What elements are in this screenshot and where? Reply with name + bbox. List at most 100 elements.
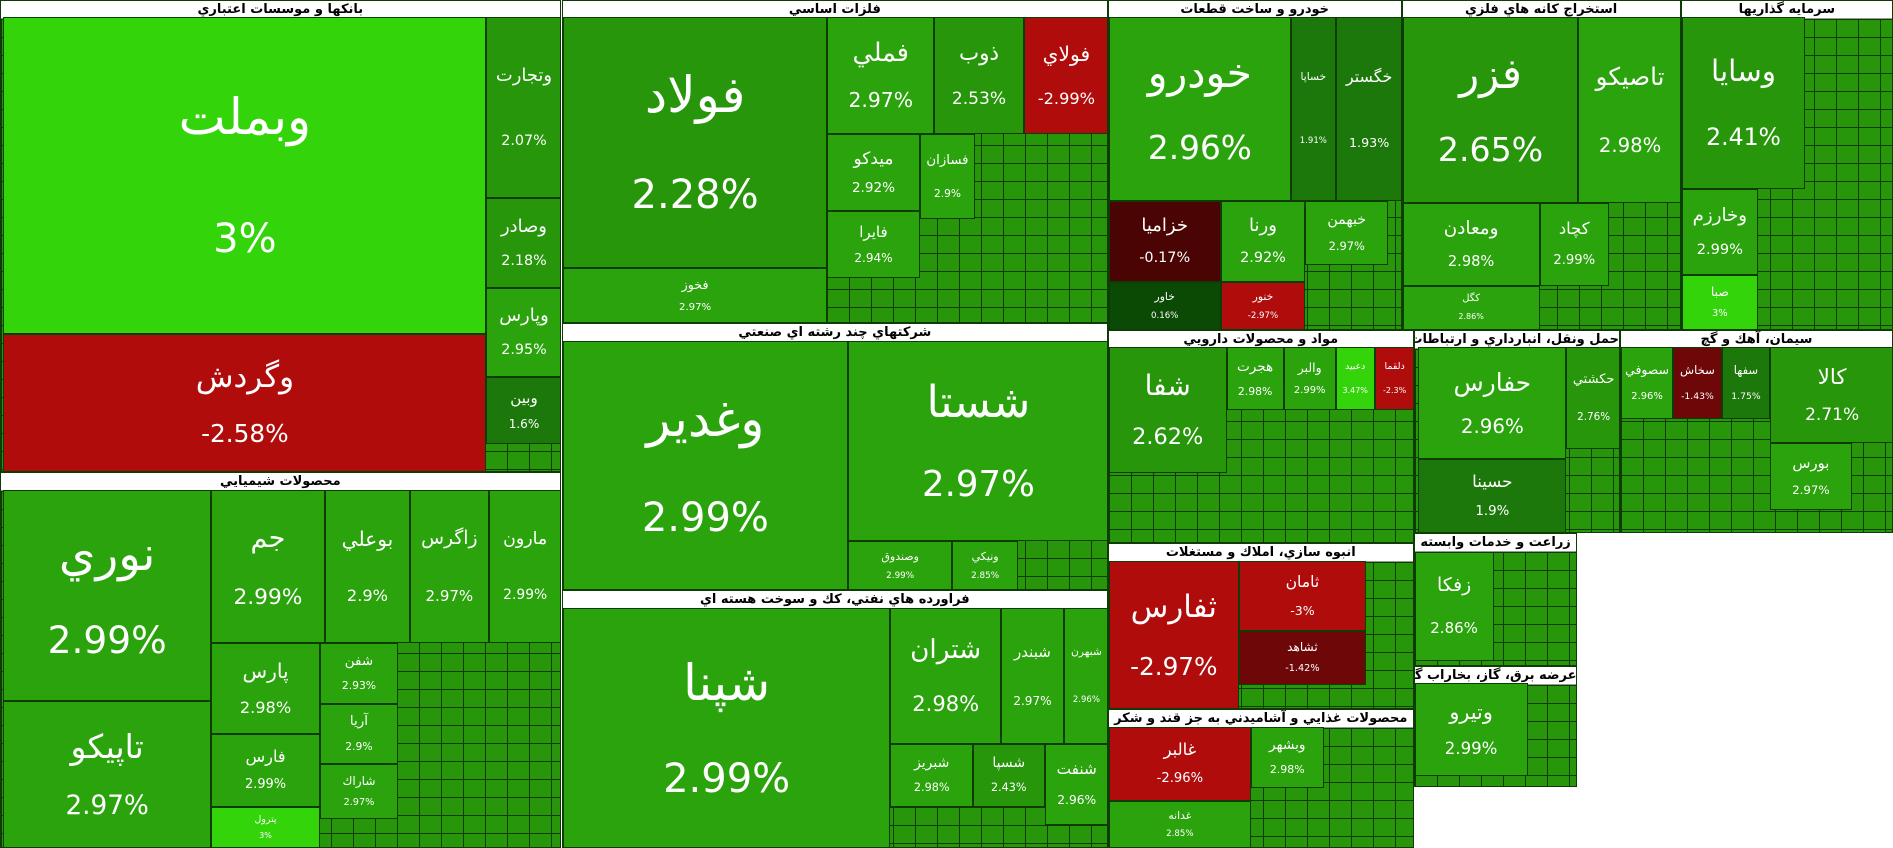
tile: سصوفي 2.96% [1620, 347, 1674, 419]
tile-name: وتيرو [1449, 699, 1493, 724]
tile-name: خزامیا [1141, 215, 1189, 237]
tile-change: -1.43% [1681, 391, 1714, 403]
tile-name: نوري [58, 528, 156, 583]
tile-name: خگستر [1346, 66, 1393, 86]
tile-change: 2.9% [345, 739, 373, 753]
tile-name: كچاد [1558, 219, 1590, 239]
tile-name: سخاش [1680, 362, 1715, 377]
tile-change: 2.43% [990, 781, 1027, 795]
tile-name: ومعادن [1443, 218, 1499, 239]
tile: وصادر 2.18% [486, 198, 560, 289]
tile: خاور 0.16% [1108, 282, 1221, 329]
tile-change: 2.41% [1706, 122, 1781, 151]
tile: زاگرس 2.97% [409, 490, 489, 644]
tile-name: وسايا [1710, 53, 1777, 88]
sector-title: شركتهاي چند رشته اي صنعتي [562, 324, 1107, 343]
tile-name: پترول [254, 813, 277, 825]
sector: فلزات اساسي فولاد 2.28% فخوز 2.97% فملي 2.97% ذ… [561, 0, 1108, 324]
tile-change: 2.85% [1166, 829, 1194, 840]
sector: سرمايه گذاريها وسايا 2.41% وخارزم 2.99% صبا 3% [1680, 0, 1893, 330]
tile-change: -3% [1290, 602, 1315, 618]
tile: شاراك 2.97% [320, 764, 398, 819]
tile-change: 1.75% [1731, 391, 1761, 403]
tile-change: 1.91% [1299, 135, 1327, 146]
tile: خودرو 2.96% [1108, 16, 1291, 201]
tile-name: شبهرن [1071, 645, 1102, 659]
tile-name: فولاي [1042, 41, 1091, 66]
tile: جم 2.99% [210, 490, 325, 644]
tile: كالا 2.71% [1770, 347, 1892, 444]
tile: شفن 2.93% [320, 643, 398, 704]
tile-change: 2.97% [1013, 693, 1052, 708]
tile-change: 3% [1712, 307, 1728, 319]
sector-title: مواد و محصولات دارويي [1108, 330, 1413, 349]
tile: كگل 2.86% [1402, 285, 1540, 329]
tile: شستا 2.97% [847, 341, 1107, 542]
tile: آريا 2.9% [320, 703, 398, 765]
tile-name: خساپا [1300, 70, 1327, 84]
tile: خبهمن 2.97% [1305, 200, 1388, 266]
sector: بانکها و موسسات اعتباري وبملت 3% وگردش -2.58… [0, 0, 561, 473]
tile-name: فملي [852, 37, 909, 68]
tile: فخوز 2.97% [562, 267, 828, 323]
tile-name: شپنا [682, 653, 771, 712]
tile: سخاش -1.43% [1673, 347, 1722, 419]
tile-name: حفارس [1453, 367, 1532, 397]
tile-name: خاور [1154, 290, 1175, 304]
sector-title: انبوه سازي، املاك و مستغلات [1108, 543, 1413, 562]
tile: ونيكي 2.85% [952, 541, 1018, 589]
tile-name: فسازان [926, 153, 969, 169]
sector: خودرو و ساخت قطعات خودرو 2.96% خساپا 1.91% خگ… [1107, 0, 1402, 330]
tile-name: وبملت [178, 87, 312, 146]
tile-name: ثشاهد [1287, 640, 1318, 655]
tile-change: 2.95% [501, 341, 547, 358]
tile: شسپا 2.43% [972, 743, 1045, 807]
tile-change: 2.98% [1598, 134, 1662, 158]
tile: دلقما -2.3% [1374, 347, 1413, 411]
tile-change: 2.86% [1430, 619, 1478, 638]
tile: والبر 2.99% [1283, 347, 1336, 411]
tile-name: وبشهر [1268, 737, 1306, 754]
tile: وبشهر 2.98% [1250, 726, 1324, 789]
tile: وخارزم 2.99% [1681, 188, 1759, 275]
tile-name: وصندوق [881, 549, 919, 563]
tile-name: حكشتي [1572, 372, 1615, 388]
sector-title: محصولات شيميايي [1, 473, 560, 492]
tile: شپنا 2.99% [562, 607, 891, 847]
tile-change: 1.6% [508, 417, 540, 432]
tile-name: كگل [1462, 293, 1480, 305]
tile-name: زاگرس [421, 528, 478, 550]
tile: زفكا 2.86% [1414, 552, 1494, 662]
tile: پارس 2.98% [210, 643, 321, 734]
tile: مارون 2.99% [488, 490, 560, 644]
sector-title: سيمان، آهك و گچ [1620, 330, 1892, 349]
tile: شفا 2.62% [1108, 347, 1227, 474]
tile-change: 2.99% [886, 570, 915, 581]
tile-change: 2.99% [233, 584, 303, 610]
tile-name: هجرت [1237, 358, 1274, 375]
tile: بوعلي 2.9% [324, 490, 410, 644]
tile-change: 2.94% [854, 251, 893, 266]
sector: سيمان، آهك و گچ سصوفي 2.96% سخاش -1.43% سفها 1… [1619, 329, 1893, 534]
tile: فولاد 2.28% [562, 16, 828, 268]
tile-change: 2.86% [1458, 311, 1484, 321]
tile: خزامیا -0.17% [1108, 200, 1221, 283]
tile: فزر 2.65% [1402, 16, 1579, 204]
tile-change: 2.96% [1460, 414, 1524, 438]
tile-change: 0.16% [1151, 310, 1179, 321]
tile-change: 2.28% [631, 171, 759, 218]
tile: فولاي -2.99% [1023, 16, 1107, 135]
sector-title: فراورده هاي نفتي، كك و سوخت هسته اي [562, 590, 1107, 609]
tile-name: شستا [926, 377, 1031, 429]
tile-change: 3% [259, 831, 272, 841]
tile-name: شفن [344, 653, 374, 669]
tile-name: دعبيد [1345, 361, 1366, 373]
tile-change: 2.97% [425, 586, 474, 605]
tile-change: -1.42% [1285, 663, 1320, 675]
tile-change: 2.76% [1577, 411, 1611, 424]
tile: وصندوق 2.99% [847, 541, 953, 589]
tile: خساپا 1.91% [1290, 16, 1336, 201]
tile-change: 2.98% [1237, 385, 1273, 399]
tile: دعبيد 3.47% [1335, 347, 1375, 411]
